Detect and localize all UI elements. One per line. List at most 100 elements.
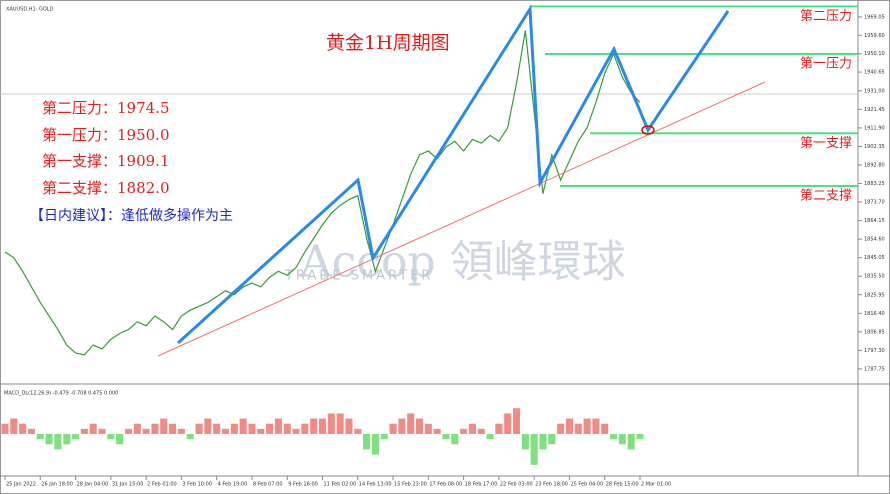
macd-bar xyxy=(627,434,635,450)
level-label: 第一压力 xyxy=(800,56,852,71)
macd-bar xyxy=(318,418,327,434)
x-tick-label: 23 Feb 18:00 xyxy=(535,482,568,488)
y-tick-label: 1787.75 xyxy=(864,366,885,372)
macd-bar xyxy=(415,418,424,434)
y-tick-label: 1931.00 xyxy=(864,88,885,94)
x-tick-label: 25 Feb 04:00 xyxy=(570,482,603,488)
y-tick-label: 1921.45 xyxy=(864,107,885,113)
y-tick-label: 1959.60 xyxy=(864,33,885,39)
macd-bar xyxy=(186,434,194,440)
macd-bar xyxy=(442,434,450,440)
watermark: Accop 領峰環球 xyxy=(299,237,626,288)
symbol-label: XAUUSD,H1: GOLD xyxy=(6,7,54,13)
macd-bar xyxy=(10,418,18,434)
macd-bar xyxy=(354,428,362,434)
macd-bar xyxy=(618,434,626,445)
wave-lines xyxy=(176,4,730,345)
y-tick-label: 1969.05 xyxy=(864,14,885,20)
macd-bar xyxy=(601,423,609,434)
x-tick-label: 18 Feb 17:00 xyxy=(465,482,498,488)
macd-bar xyxy=(407,413,415,434)
macd-bar xyxy=(301,423,309,434)
x-tick-label: 17 Feb 08:00 xyxy=(429,482,462,488)
macd-bar xyxy=(107,434,115,440)
macd-bar xyxy=(195,423,203,434)
macd-bar xyxy=(460,428,468,434)
macd-bar xyxy=(292,428,300,434)
macd-bar xyxy=(557,423,565,434)
macd-bar xyxy=(274,418,282,434)
macd-bar xyxy=(213,423,221,434)
x-tick-label: 22 Feb 03:00 xyxy=(500,482,533,488)
macd-bar xyxy=(424,423,432,434)
macd-bar xyxy=(583,418,591,434)
macd-bar xyxy=(133,423,141,434)
macd-bar xyxy=(63,434,71,445)
x-tick-label: 4 Feb 19:00 xyxy=(218,482,248,488)
macd-bar xyxy=(151,423,159,434)
y-tick-label: 1835.50 xyxy=(864,274,885,280)
support-circle xyxy=(641,125,655,135)
x-tick-label: 15 Feb 23:00 xyxy=(394,482,427,488)
macd-bar xyxy=(98,428,106,434)
macd-bar xyxy=(36,434,44,440)
macd-bar xyxy=(521,434,529,450)
macd-bar xyxy=(345,418,353,434)
macd-bar xyxy=(495,423,503,434)
macd-bar xyxy=(468,423,476,434)
x-tick-label: 2 Feb 01:00 xyxy=(147,482,177,488)
macd-bar xyxy=(160,418,168,434)
macd-bar xyxy=(204,418,212,434)
level-label: 第二压力 xyxy=(800,9,852,24)
macd-bar xyxy=(504,413,512,434)
macd-bar xyxy=(89,423,97,434)
macd-bar xyxy=(513,408,521,434)
advice: 【日内建议】：逢低做多操作为主 xyxy=(30,207,233,224)
y-tick-label: 1816.40 xyxy=(864,311,885,317)
level-label: 第二支撑 xyxy=(800,188,852,203)
annotation: 第一支撑：1909.1 xyxy=(42,152,170,170)
annotation: 第二压力：1974.5 xyxy=(42,99,170,117)
macd-bar xyxy=(310,418,318,434)
y-tick-label: 1845.05 xyxy=(864,255,885,261)
macd-bar xyxy=(610,434,618,440)
macd-label: MACD_DL(12,26,9) -0.479 -0.708 0.475 0.0… xyxy=(4,391,118,397)
watermark-sub: TRADE SMARTER xyxy=(284,269,433,284)
macd-bar xyxy=(221,428,230,434)
y-tick-label: 1806.85 xyxy=(864,329,885,335)
x-tick-label: 28 Jan 04:00 xyxy=(77,482,109,488)
x-tick-label: 3 Feb 10:00 xyxy=(182,482,212,488)
macd-bar xyxy=(45,434,53,445)
macd-bar xyxy=(398,418,406,434)
y-tick-label: 1854.60 xyxy=(864,237,885,243)
macd-bar xyxy=(80,428,88,434)
macd-bar xyxy=(380,434,388,440)
macd-bar xyxy=(19,423,27,434)
x-tick-label: 2 Mar 01:00 xyxy=(641,482,671,488)
macd-bar xyxy=(530,434,538,465)
chart-title: 黄金1H周期图 xyxy=(326,32,450,54)
macd-bar xyxy=(266,423,274,434)
macd-bar xyxy=(636,434,644,440)
macd-bar xyxy=(124,428,132,434)
macd-bar xyxy=(539,434,547,450)
y-tick-label: 1873.70 xyxy=(864,200,885,206)
macd-bar xyxy=(230,423,238,434)
x-tick-label: 31 Jan 15:00 xyxy=(112,482,144,488)
macd-bar xyxy=(116,434,124,445)
macd-bar xyxy=(177,428,185,434)
y-tick-label: 1797.30 xyxy=(864,348,885,354)
y-tick-label: 1825.95 xyxy=(864,292,885,298)
macd-bar xyxy=(1,423,9,434)
macd-bar xyxy=(477,428,485,434)
macd-bar xyxy=(371,434,379,455)
macd-bar xyxy=(54,434,62,450)
x-tick-label: 26 Jan 18:00 xyxy=(41,482,73,488)
x-tick-label: 28 Feb 15:00 xyxy=(606,482,639,488)
x-tick-label: 8 Feb 07:00 xyxy=(253,482,283,488)
macd-bar xyxy=(565,418,573,434)
x-tick-label: 9 Feb 16:00 xyxy=(288,482,318,488)
y-tick-label: 1950.10 xyxy=(864,51,885,57)
